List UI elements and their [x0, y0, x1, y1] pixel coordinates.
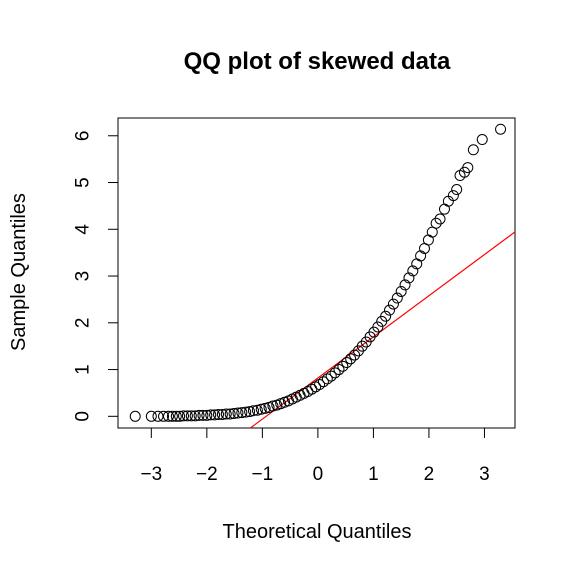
data-point [209, 409, 221, 421]
y-tick-label: 1 [73, 364, 94, 375]
y-axis-label: Sample Quantiles [8, 193, 30, 351]
reference-line [249, 231, 515, 428]
data-point [454, 170, 466, 182]
x-tick-label: 0 [313, 464, 324, 485]
data-point [240, 406, 252, 418]
data-point [259, 402, 271, 414]
data-point [447, 190, 459, 202]
x-tick-label: −2 [196, 464, 218, 485]
data-point [384, 304, 396, 316]
data-point [422, 234, 434, 246]
data-point [152, 410, 164, 422]
data-point [314, 379, 326, 391]
y-axis: 0 1 2 3 4 5 6 [73, 130, 119, 422]
data-point [317, 376, 329, 388]
data-point [476, 134, 488, 146]
data-point [399, 279, 411, 291]
points-layer [129, 123, 507, 422]
data-point [337, 360, 349, 372]
x-tick-label: 1 [368, 464, 379, 485]
data-point [251, 404, 263, 416]
data-point [329, 367, 341, 379]
x-tick-label: 3 [479, 464, 490, 485]
x-axis-label: Theoretical Quantiles [223, 521, 412, 543]
data-point [387, 298, 399, 310]
data-point [356, 340, 368, 352]
data-point [166, 410, 178, 422]
data-point [205, 409, 217, 421]
data-point [185, 410, 197, 422]
data-point [244, 406, 256, 418]
y-tick-label: 5 [73, 177, 94, 188]
data-point [163, 410, 175, 422]
data-point [170, 410, 182, 422]
data-point [372, 321, 384, 333]
x-tick-label: −1 [252, 464, 274, 485]
data-point [255, 403, 267, 415]
data-point [158, 410, 170, 422]
data-point [197, 409, 209, 421]
data-point [224, 408, 236, 420]
data-point [495, 123, 507, 135]
x-tick-label: 2 [424, 464, 435, 485]
x-axis: −3 −2 −1 0 1 2 3 [140, 427, 490, 485]
data-point [145, 410, 157, 422]
data-point [181, 410, 193, 422]
data-point [462, 162, 474, 174]
data-point [467, 144, 479, 156]
data-point [228, 408, 240, 420]
data-point [129, 410, 141, 422]
data-point [189, 410, 201, 422]
data-point [415, 250, 427, 262]
y-tick-label: 3 [73, 271, 94, 282]
data-point [178, 410, 190, 422]
data-point [430, 217, 442, 229]
data-point [325, 370, 337, 382]
x-tick-label: −3 [140, 464, 162, 485]
data-point [407, 265, 419, 277]
data-point [434, 213, 446, 225]
data-point [212, 408, 224, 420]
data-point [247, 405, 259, 417]
data-point [438, 203, 450, 215]
data-point [220, 408, 232, 420]
data-point [193, 409, 205, 421]
data-point [201, 409, 213, 421]
data-point [403, 272, 415, 284]
data-point [267, 400, 279, 412]
y-tick-label: 0 [73, 411, 94, 422]
data-point [341, 357, 353, 369]
data-point [380, 310, 392, 322]
data-point [345, 353, 357, 365]
data-point [236, 407, 248, 419]
data-point [216, 408, 228, 420]
y-tick-label: 2 [73, 318, 94, 329]
data-point [451, 184, 463, 196]
data-point [174, 410, 186, 422]
y-tick-label: 4 [73, 224, 94, 235]
data-point [349, 349, 361, 361]
data-point [395, 285, 407, 297]
chart-title: QQ plot of skewed data [184, 48, 451, 75]
data-point [321, 373, 333, 385]
reference-line-layer [249, 231, 515, 428]
data-point [391, 292, 403, 304]
y-tick-label: 6 [73, 130, 94, 141]
data-point [333, 364, 345, 376]
data-point [232, 407, 244, 419]
